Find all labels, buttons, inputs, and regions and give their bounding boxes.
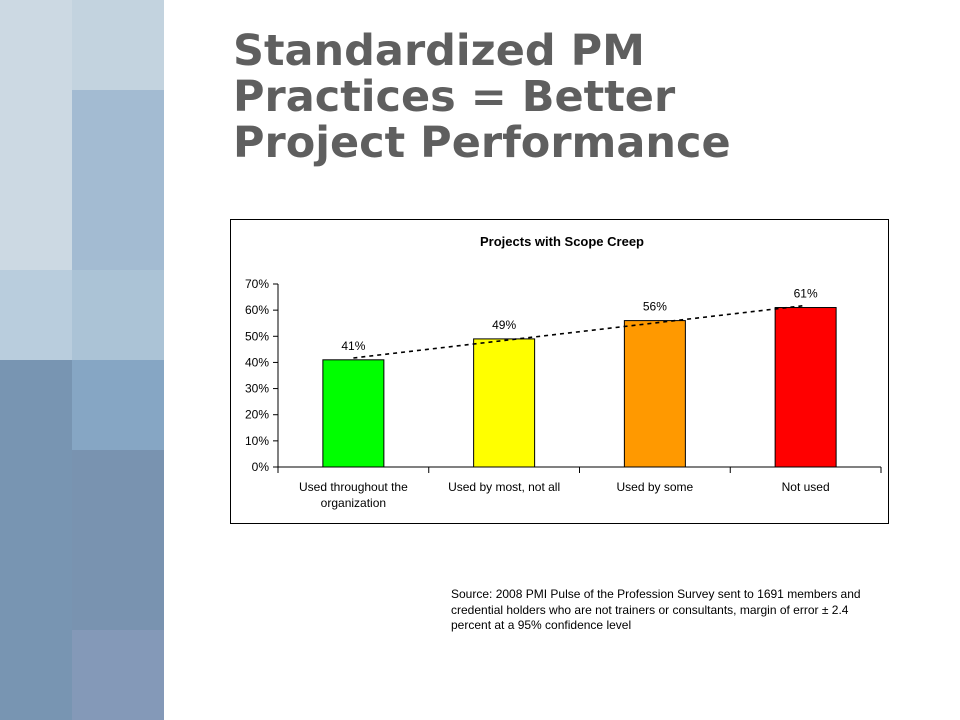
y-tick-label: 40% — [245, 355, 269, 369]
data-label: 56% — [643, 300, 667, 314]
y-tick-label: 0% — [252, 460, 270, 474]
slide-title-line: Project Performance — [233, 118, 731, 168]
mosaic-tile — [72, 360, 164, 450]
mosaic-tile — [0, 360, 72, 720]
mosaic-tile — [0, 270, 72, 360]
mosaic-tile — [72, 90, 164, 270]
data-label: 41% — [341, 339, 365, 353]
y-tick-label: 60% — [245, 303, 269, 317]
slide-title-line: Standardized PM — [233, 26, 645, 76]
x-tick-label: Not used — [782, 480, 830, 494]
mosaic-tile — [72, 0, 164, 90]
bar-chart: Projects with Scope Creep 0% 10% 20% 30% 40%… — [245, 234, 882, 510]
source-note: Source: 2008 PMI Pulse of the Profession… — [451, 587, 861, 632]
y-tick-label: 20% — [245, 408, 269, 422]
slide-title: Standardized PM Practices = Better Proje… — [233, 28, 933, 166]
y-tick-label: 70% — [245, 277, 269, 291]
x-tick-label: Used by most, not all — [448, 480, 560, 494]
bar — [774, 307, 837, 468]
trendline — [353, 304, 806, 359]
chart-title: Projects with Scope Creep — [480, 234, 644, 249]
x-tick-label: Used by some — [617, 480, 694, 494]
x-tick-label: Used throughout the — [299, 480, 408, 494]
slide-title-line: Practices = Better — [233, 72, 676, 122]
chart-frame: Projects with Scope Creep 0% 10% 20% 30% 40%… — [230, 219, 889, 524]
x-tick-label: organization — [321, 496, 386, 510]
mosaic-tile — [72, 450, 164, 630]
decorative-mosaic — [0, 0, 164, 720]
mosaic-tile — [72, 630, 164, 720]
mosaic-tile — [0, 0, 72, 270]
bar — [322, 359, 385, 468]
data-label: 61% — [794, 287, 818, 301]
bar — [623, 320, 686, 468]
y-tick-label: 50% — [245, 329, 269, 343]
y-tick-label: 10% — [245, 434, 269, 448]
data-label: 49% — [492, 318, 516, 332]
bar — [473, 338, 536, 468]
y-tick-label: 30% — [245, 382, 269, 396]
mosaic-tile — [72, 270, 164, 360]
